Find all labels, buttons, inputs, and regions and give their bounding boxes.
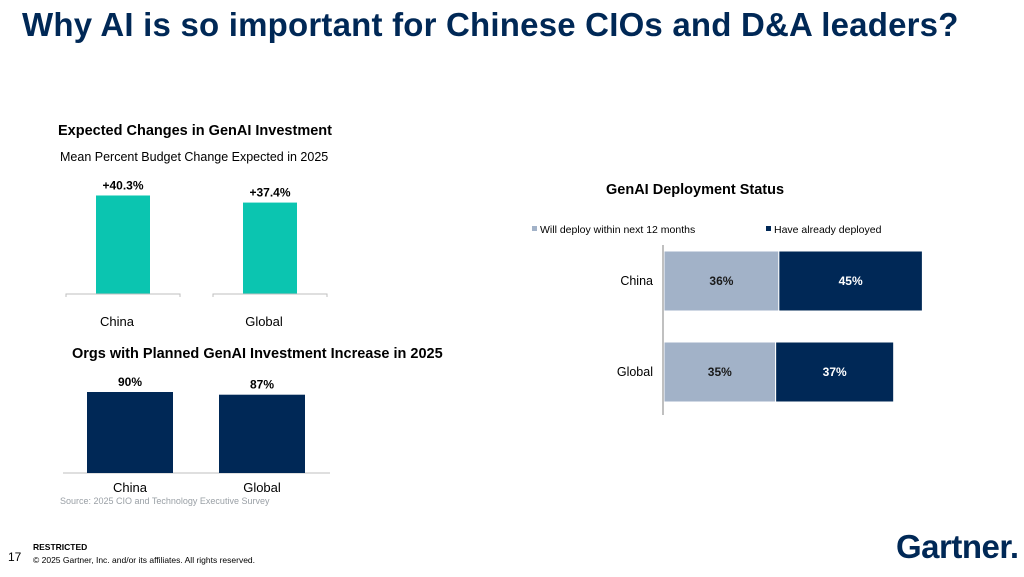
source-note: Source: 2025 CIO and Technology Executiv… xyxy=(60,496,270,506)
chart1-plot: +40.3% China +37.4% Global xyxy=(65,178,328,329)
bar-china xyxy=(87,392,173,473)
chart2-title: Orgs with Planned GenAI Investment Incre… xyxy=(72,346,443,362)
category-label-global: Global xyxy=(245,314,283,329)
bar-segment-china-1 xyxy=(663,250,780,312)
legend-label-2: Have already deployed xyxy=(774,224,882,236)
category-label-china: China xyxy=(113,480,148,495)
chart1-title: Expected Changes in GenAI Investment xyxy=(58,123,332,139)
value-label-china-1: 36% xyxy=(709,274,733,288)
legend-swatch-1 xyxy=(532,226,537,231)
chart1-subtitle: Mean Percent Budget Change Expected in 2… xyxy=(60,150,329,164)
value-label-global: 87% xyxy=(250,378,274,392)
restricted-label: RESTRICTED xyxy=(33,542,88,552)
value-label-global: +37.4% xyxy=(249,186,290,200)
chart2-plot: 90% China 87% Global xyxy=(63,375,330,495)
baseline-bracket-global xyxy=(212,293,328,297)
value-label-global-2: 37% xyxy=(823,365,847,379)
value-label-china-2: 45% xyxy=(839,274,863,288)
logo-text: Gartner xyxy=(896,528,1010,565)
legend-swatch-2 xyxy=(766,226,771,231)
value-label-china: 90% xyxy=(118,375,142,389)
gartner-logo: Gartner. xyxy=(896,528,1019,565)
chart3-title: GenAI Deployment Status xyxy=(606,182,785,198)
category-label-global: Global xyxy=(243,480,281,495)
category-label-china: China xyxy=(620,274,653,288)
bar-segment-global-1 xyxy=(663,341,777,403)
bar-global xyxy=(219,394,305,473)
copyright-note: © 2025 Gartner, Inc. and/or its affiliat… xyxy=(33,555,256,565)
baseline-bracket-china xyxy=(65,293,181,297)
category-label-global: Global xyxy=(617,365,653,379)
bar-global xyxy=(243,202,297,294)
chart3-plot: Will deploy within next 12 months Have al… xyxy=(532,224,923,415)
value-label-china: +40.3% xyxy=(102,178,143,192)
page-number: 17 xyxy=(8,550,22,564)
legend-label-1: Will deploy within next 12 months xyxy=(540,224,695,236)
bar-segment-china-2 xyxy=(778,250,923,312)
bar-china xyxy=(96,195,150,294)
slide-title: Why AI is so important for Chinese CIOs … xyxy=(22,6,959,43)
bar-segment-global-2 xyxy=(775,341,895,403)
category-label-china: China xyxy=(100,314,135,329)
value-label-global-1: 35% xyxy=(708,365,732,379)
